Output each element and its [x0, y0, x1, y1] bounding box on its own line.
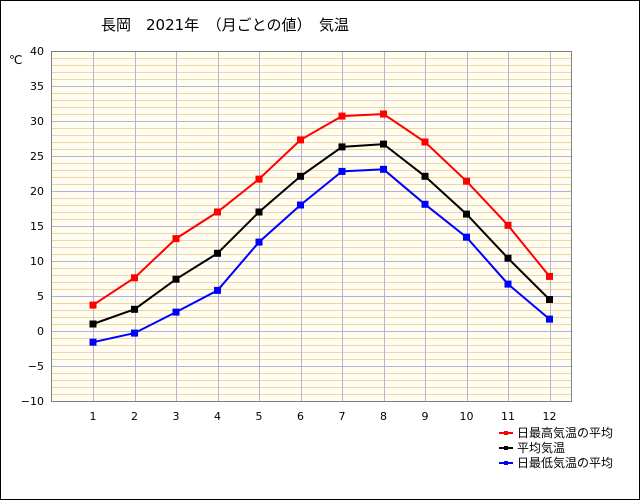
series-line-1	[92, 112, 551, 306]
data-point	[297, 201, 304, 209]
data-point	[338, 167, 346, 175]
y-tick-label: 30	[30, 115, 44, 128]
x-tick-label: 8	[380, 410, 387, 423]
legend-swatch	[499, 443, 513, 453]
data-point	[89, 301, 97, 309]
x-tick-label: 5	[256, 410, 263, 423]
x-tick-label: 3	[173, 410, 180, 423]
data-point	[131, 274, 138, 282]
data-point	[214, 249, 221, 257]
x-tick-label: 1	[90, 410, 97, 423]
x-tick-label: 6	[297, 410, 304, 423]
legend-swatch	[499, 428, 513, 438]
data-point	[546, 315, 553, 323]
data-point	[504, 221, 512, 229]
y-tick-label: 15	[30, 220, 44, 233]
legend-item: 平均気温	[499, 440, 613, 455]
data-point	[89, 338, 97, 346]
series-line-3	[92, 168, 551, 344]
data-point	[255, 208, 263, 216]
x-tick-label: 10	[460, 410, 474, 423]
data-point	[255, 238, 263, 246]
plot-border	[51, 51, 572, 402]
data-point	[463, 233, 470, 241]
legend-label: 平均気温	[517, 441, 566, 455]
data-point	[421, 200, 429, 208]
data-point	[463, 210, 470, 218]
data-point	[380, 110, 387, 118]
y-tick-label: −10	[21, 395, 44, 408]
series-line-2	[92, 143, 551, 325]
data-point	[338, 143, 346, 151]
data-point	[89, 320, 97, 328]
data-point	[546, 296, 553, 303]
y-tick-label: 0	[37, 325, 44, 338]
legend-label: 日最高気温の平均	[517, 426, 614, 440]
y-tick-label: 25	[30, 150, 44, 163]
data-point	[338, 112, 346, 120]
legend-swatch	[499, 458, 513, 468]
data-point	[421, 172, 429, 180]
data-point	[421, 138, 429, 146]
x-tick-label: 9	[422, 410, 429, 423]
data-point	[255, 175, 263, 183]
y-tick-label: 35	[30, 80, 44, 93]
x-tick-label: 11	[501, 410, 515, 423]
data-point	[131, 305, 138, 313]
data-point	[214, 286, 221, 294]
data-point	[380, 165, 387, 173]
data-point	[172, 275, 180, 283]
data-point	[504, 280, 512, 288]
data-point	[504, 254, 512, 262]
legend-item: 日最高気温の平均	[499, 425, 613, 440]
data-point	[131, 329, 138, 337]
y-tick-label: −5	[28, 360, 44, 373]
legend: 日最高気温の平均 平均気温 日最低気温の平均	[499, 425, 613, 470]
y-tick-label: 10	[30, 255, 44, 268]
y-tick-label: 20	[30, 185, 44, 198]
data-point	[380, 140, 387, 148]
y-tick-label: 5	[37, 290, 44, 303]
legend-item: 日最低気温の平均	[499, 455, 613, 470]
y-tick-label: 40	[30, 45, 44, 58]
data-point	[172, 235, 180, 243]
x-tick-label: 2	[131, 410, 138, 423]
x-tick-label: 4	[214, 410, 221, 423]
data-point	[297, 172, 304, 180]
data-point	[463, 177, 470, 185]
data-point	[546, 272, 553, 280]
x-tick-label: 12	[543, 410, 557, 423]
x-tick-label: 7	[339, 410, 346, 423]
data-point	[297, 136, 304, 144]
data-point	[172, 308, 180, 316]
y-axis-unit-label: ℃	[9, 53, 23, 67]
data-point	[214, 208, 221, 216]
chart-title: 長岡 2021年 （月ごとの値） 気温	[101, 16, 350, 34]
legend-label: 日最低気温の平均	[517, 456, 614, 470]
